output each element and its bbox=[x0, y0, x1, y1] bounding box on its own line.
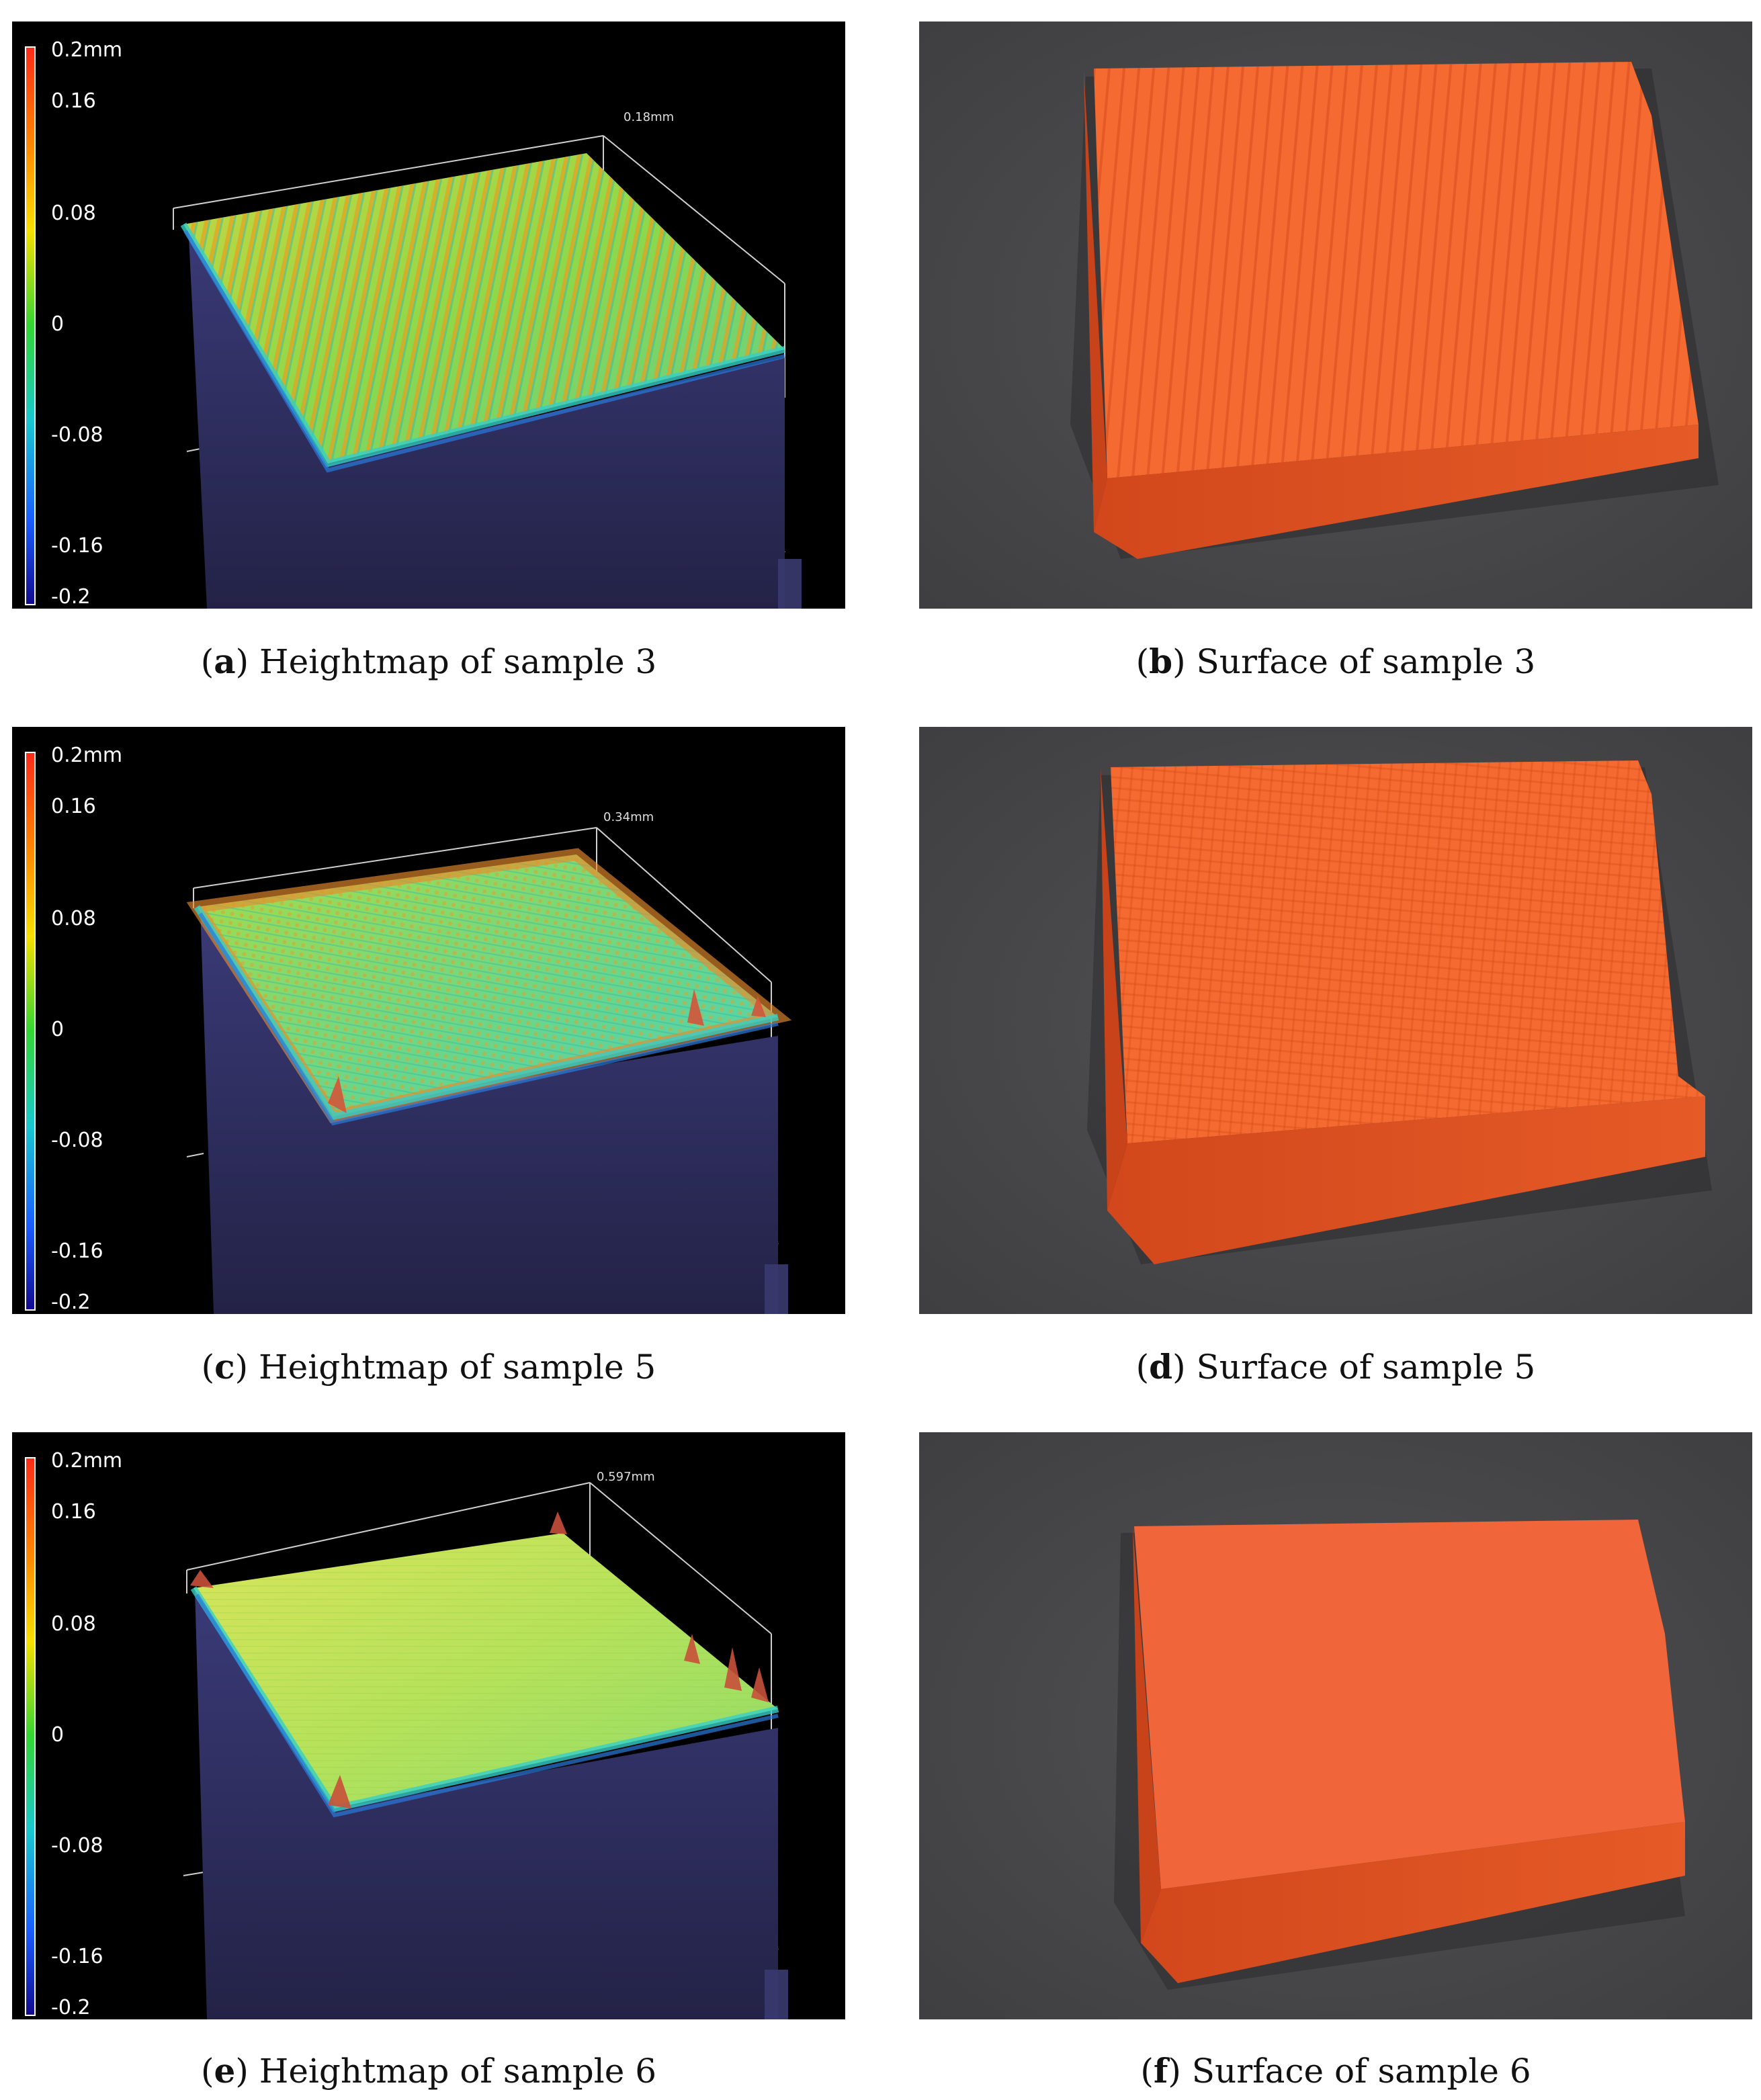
caption-text: Heightmap of sample 5 bbox=[259, 1348, 656, 1387]
scale-label: 0.16 bbox=[51, 1500, 96, 1524]
heightmap-panel-c: 0.2mm 0.16 0.08 0 -0.08 -0.16 -0.2 0.34m… bbox=[12, 727, 845, 1314]
scale-label-min: -0.2 bbox=[51, 585, 91, 609]
heightmap-panel-e: 0.2mm 0.16 0.08 0 -0.08 -0.16 -0.2 0.597… bbox=[12, 1432, 845, 2019]
caption-text: Surface of sample 5 bbox=[1196, 1348, 1536, 1387]
caption-text: Surface of sample 3 bbox=[1196, 642, 1536, 681]
specimen-side bbox=[1107, 1096, 1705, 1264]
specimen-photo bbox=[919, 21, 1752, 609]
specimen-photo bbox=[919, 727, 1752, 1314]
caption-letter: a bbox=[214, 642, 236, 681]
scale-label-max: 0.2mm bbox=[51, 38, 122, 62]
heightmap-graphic: 0.2mm 0.16 0.08 0 -0.08 -0.16 -0.2 0.18m… bbox=[25, 38, 802, 609]
axis-label: 0.34mm bbox=[603, 810, 654, 824]
photo-panel-d bbox=[919, 727, 1752, 1314]
caption-letter: b bbox=[1149, 642, 1173, 681]
caption-letter: f bbox=[1153, 2051, 1168, 2091]
colorbar bbox=[25, 752, 36, 1311]
specimen-side bbox=[1141, 1822, 1685, 1983]
photo-panel-f bbox=[919, 1432, 1752, 2019]
specimen-top bbox=[1134, 1520, 1685, 1889]
scale-label: 0 bbox=[51, 312, 64, 336]
caption-b: (b) Surface of sample 3 bbox=[1135, 642, 1536, 681]
scale-label: 0 bbox=[51, 1723, 64, 1747]
scale-label: 0.16 bbox=[51, 89, 96, 113]
heightmap-graphic: 0.2mm 0.16 0.08 0 -0.08 -0.16 -0.2 0.597… bbox=[25, 1449, 788, 2019]
caption-text: Heightmap of sample 3 bbox=[259, 642, 657, 681]
caption-letter: d bbox=[1149, 1347, 1173, 1387]
scale-label: 0.16 bbox=[51, 795, 96, 818]
caption-text: Heightmap of sample 6 bbox=[259, 2052, 657, 2091]
axis-label: 0.597mm bbox=[597, 1470, 655, 1484]
specimen-body bbox=[195, 1588, 778, 2019]
caption-a: (a) Heightmap of sample 3 bbox=[200, 642, 657, 681]
specimen-body bbox=[188, 223, 785, 609]
specimen-side bbox=[1094, 425, 1699, 559]
scale-label: -0.08 bbox=[51, 1129, 103, 1152]
scale-label: 0.08 bbox=[51, 202, 96, 225]
caption-e: (e) Heightmap of sample 6 bbox=[200, 2051, 657, 2091]
caption-letter: e bbox=[214, 2051, 236, 2091]
scale-label: -0.16 bbox=[51, 1239, 103, 1263]
specimen-body bbox=[200, 907, 778, 1314]
scale-label-max: 0.2mm bbox=[51, 744, 122, 767]
heightmap-panel-a: 0.2mm 0.16 0.08 0 -0.08 -0.16 -0.2 0.18m… bbox=[12, 21, 845, 609]
scale-label: 0 bbox=[51, 1018, 64, 1041]
scale-label-min: -0.2 bbox=[51, 1290, 91, 1314]
caption-text: Surface of sample 6 bbox=[1191, 2052, 1531, 2091]
colorbar bbox=[25, 1457, 36, 2016]
caption-d: (d) Surface of sample 5 bbox=[1135, 1347, 1536, 1387]
scale-label: 0.08 bbox=[51, 907, 96, 930]
scale-label: -0.16 bbox=[51, 534, 103, 558]
specimen-photo bbox=[919, 1432, 1752, 2019]
heightmap-graphic: 0.2mm 0.16 0.08 0 -0.08 -0.16 -0.2 0.34m… bbox=[25, 744, 792, 1314]
axes-frame bbox=[173, 135, 785, 553]
colorbar bbox=[25, 46, 36, 605]
scale-label: -0.08 bbox=[51, 1834, 103, 1857]
photo-panel-b bbox=[919, 21, 1752, 609]
scale-label-min: -0.2 bbox=[51, 1996, 91, 2019]
scale-label: 0.08 bbox=[51, 1612, 96, 1636]
scale-label: -0.08 bbox=[51, 423, 103, 447]
axis-label: 0.18mm bbox=[624, 110, 674, 124]
caption-f: (f) Surface of sample 6 bbox=[1140, 2051, 1531, 2091]
caption-c: (c) Heightmap of sample 5 bbox=[201, 1347, 656, 1387]
caption-letter: c bbox=[214, 1347, 235, 1387]
scale-label-max: 0.2mm bbox=[51, 1449, 122, 1473]
scale-label: -0.16 bbox=[51, 1945, 103, 1968]
